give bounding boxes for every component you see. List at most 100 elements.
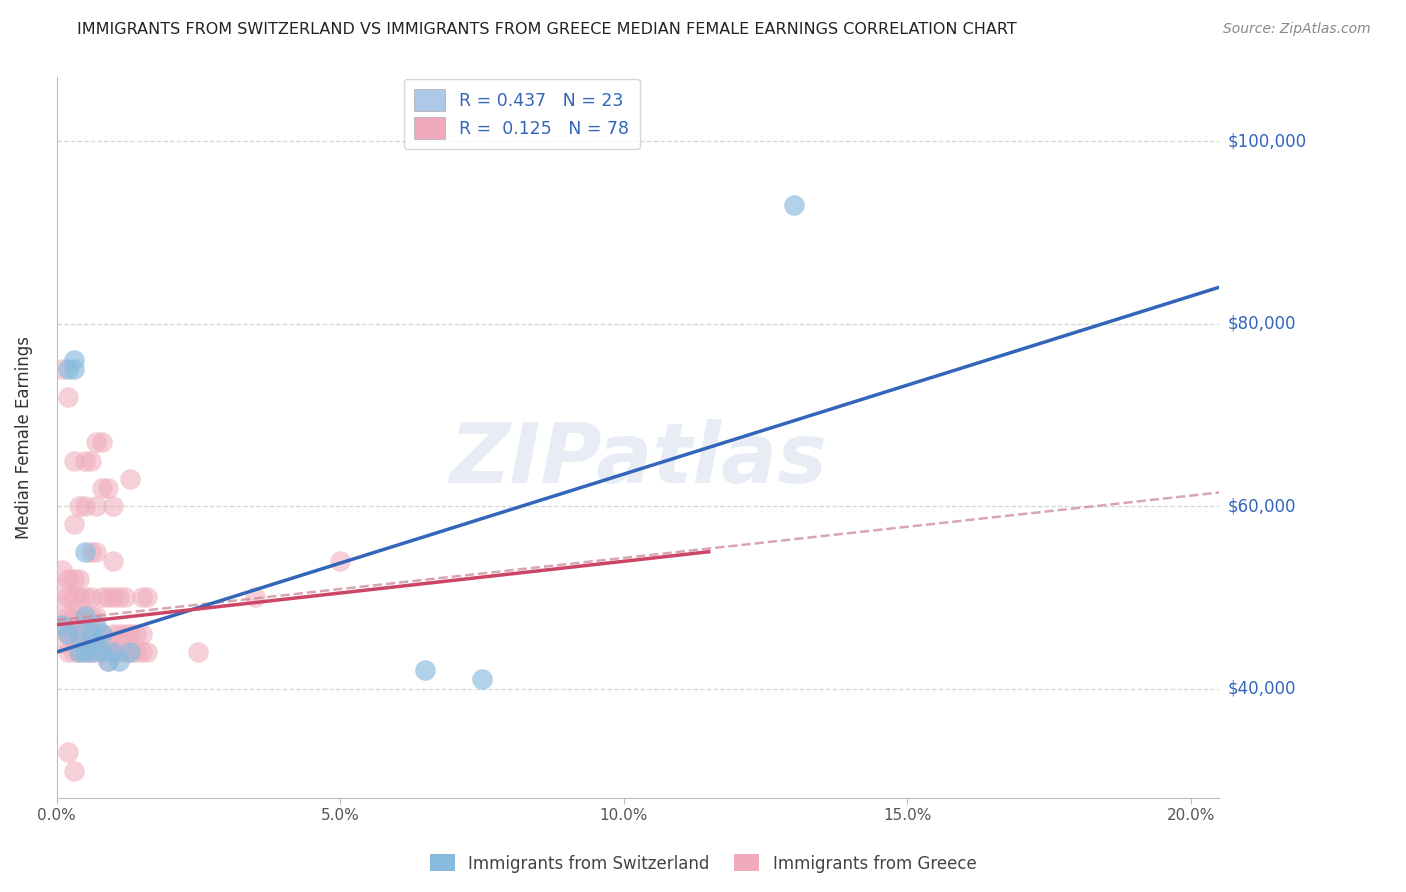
Point (79, 627, 101, 641)
Text: $100,000: $100,000 (1227, 132, 1306, 150)
Point (67, 572, 90, 586)
Text: $60,000: $60,000 (1227, 497, 1296, 516)
Point (51, 362, 73, 376)
Point (91, 645, 114, 659)
Point (51, 581, 73, 595)
Point (91, 435, 114, 450)
Point (62, 608, 84, 623)
Point (783, 198, 806, 212)
Point (103, 499, 125, 513)
Point (136, 591, 159, 605)
Point (413, 664, 436, 678)
Point (56, 572, 79, 586)
Point (56, 362, 79, 376)
Point (120, 627, 142, 641)
Y-axis label: Median Female Earnings: Median Female Earnings (15, 336, 32, 540)
Point (79, 591, 101, 605)
Point (84, 545, 107, 559)
Point (51, 599, 73, 614)
Point (84, 627, 107, 641)
Point (73, 627, 96, 641)
Point (79, 645, 101, 659)
Point (187, 645, 209, 659)
Point (103, 645, 125, 659)
Point (79, 608, 101, 623)
Point (56, 746, 79, 760)
Point (62, 591, 84, 605)
Point (84, 608, 107, 623)
Point (73, 645, 96, 659)
Point (114, 591, 136, 605)
Point (84, 645, 107, 659)
Point (125, 645, 148, 659)
Text: ZIPatlas: ZIPatlas (449, 419, 827, 500)
Point (91, 627, 114, 641)
Point (114, 627, 136, 641)
Point (51, 617, 73, 632)
Point (131, 645, 153, 659)
Point (329, 554, 352, 568)
Point (131, 627, 153, 641)
Point (56, 645, 79, 659)
Point (73, 645, 96, 659)
Point (84, 617, 107, 632)
Point (62, 764, 84, 778)
Point (79, 645, 101, 659)
Point (67, 608, 90, 623)
Point (79, 453, 101, 467)
Point (97, 654, 120, 668)
Point (84, 636, 107, 650)
Legend: Immigrants from Switzerland, Immigrants from Greece: Immigrants from Switzerland, Immigrants … (423, 847, 983, 880)
Point (62, 627, 84, 641)
Point (91, 627, 114, 641)
Point (84, 435, 107, 450)
Point (91, 481, 114, 495)
Point (62, 453, 84, 467)
Point (73, 591, 96, 605)
Text: $80,000: $80,000 (1227, 315, 1296, 333)
Point (73, 499, 96, 513)
Point (62, 517, 84, 532)
Point (67, 645, 90, 659)
Point (62, 645, 84, 659)
Point (67, 627, 90, 641)
Point (84, 499, 107, 513)
Point (125, 627, 148, 641)
Text: $40,000: $40,000 (1227, 680, 1296, 698)
Point (73, 608, 96, 623)
Point (62, 362, 84, 376)
Point (62, 353, 84, 368)
Legend: R = 0.437   N = 23, R =  0.125   N = 78: R = 0.437 N = 23, R = 0.125 N = 78 (404, 78, 640, 149)
Point (114, 645, 136, 659)
Point (51, 617, 73, 632)
Point (131, 591, 153, 605)
Point (56, 608, 79, 623)
Point (67, 591, 90, 605)
Point (103, 554, 125, 568)
Point (79, 545, 101, 559)
Point (103, 627, 125, 641)
Point (103, 645, 125, 659)
Point (67, 499, 90, 513)
Point (471, 673, 494, 687)
Text: Source: ZipAtlas.com: Source: ZipAtlas.com (1223, 22, 1371, 37)
Point (136, 645, 159, 659)
Point (56, 591, 79, 605)
Point (56, 627, 79, 641)
Point (91, 591, 114, 605)
Point (67, 627, 90, 641)
Point (73, 453, 96, 467)
Point (97, 636, 120, 650)
Point (91, 645, 114, 659)
Point (120, 472, 142, 486)
Point (97, 654, 120, 668)
Point (67, 645, 90, 659)
Point (56, 627, 79, 641)
Point (108, 654, 131, 668)
Point (79, 627, 101, 641)
Point (51, 636, 73, 650)
Point (51, 563, 73, 577)
Point (120, 645, 142, 659)
Point (108, 645, 131, 659)
Text: IMMIGRANTS FROM SWITZERLAND VS IMMIGRANTS FROM GREECE MEDIAN FEMALE EARNINGS COR: IMMIGRANTS FROM SWITZERLAND VS IMMIGRANT… (77, 22, 1017, 37)
